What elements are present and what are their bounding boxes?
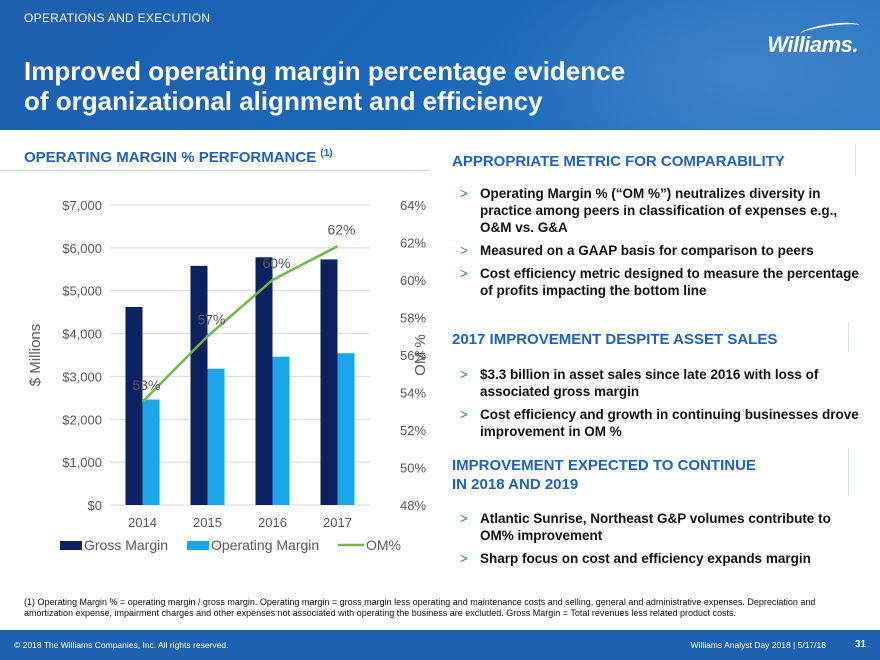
bar-operating-margin: [142, 399, 160, 505]
y-tick-label: $2,000: [62, 412, 102, 427]
bar-operating-margin: [337, 353, 355, 505]
bullet-marker-icon: >: [460, 266, 468, 281]
bar-gross-margin: [190, 265, 208, 505]
bullet-list-comparability: > Operating Margin % (“OM %”) neutralizes…: [460, 185, 860, 305]
list-item: > Cost efficiency metric designed to meas…: [460, 266, 859, 298]
om-data-label: 62%: [327, 221, 355, 237]
chart-heading: OPERATING MARGIN % PERFORMANCE (1): [24, 148, 333, 166]
y2-tick-label: 52%: [400, 423, 426, 438]
footnote: (1) Operating Margin % = operating margi…: [24, 597, 816, 618]
section-heading-continue-line-2: IN 2018 AND 2019: [452, 476, 579, 493]
section-heading-asset-sales: 2017 IMPROVEMENT DESPITE ASSET SALES: [452, 331, 778, 348]
list-item: > $3.3 billion in asset sales since late …: [460, 367, 819, 399]
y-tick-label: $3,000: [62, 369, 102, 384]
y2-tick-label: 58%: [400, 311, 426, 326]
legend-gross-margin: Gross Margin: [84, 537, 168, 553]
bullet-marker-icon: >: [460, 367, 468, 382]
right-panel-divider-3: [848, 448, 849, 496]
page-title-line-2: of organizational alignment and efficien…: [24, 86, 543, 116]
bullet-marker-icon: >: [460, 243, 468, 258]
footer-bar: © 2018 The Williams Companies, Inc. All …: [0, 630, 880, 660]
section-heading-continue: IMPROVEMENT EXPECTED TO CONTINUE IN 2018…: [452, 456, 756, 494]
chart-om-line: [141, 245, 339, 403]
header-banner: OPERATIONS AND EXECUTION Improved operat…: [0, 0, 880, 130]
y2-tick-label: 64%: [400, 198, 426, 213]
om-data-label: 53%: [132, 377, 160, 393]
y-tick-label: $0: [88, 498, 102, 513]
bar-gross-margin: [320, 259, 338, 505]
right-panel-divider-2: [848, 322, 849, 352]
event-text: Williams Analyst Day 2018 | 5/17/18: [690, 640, 826, 650]
legend-operating-margin-swatch: [187, 541, 209, 550]
x-tick-label: 2014: [128, 515, 157, 530]
x-tick-label: 2017: [323, 515, 352, 530]
chart-labels: $0 $1,000 $2,000 $3,000 $4,000 $5,000 $6,000 $7…: [27, 198, 429, 530]
y-tick-label: $1,000: [62, 455, 102, 470]
y-tick-label: $7,000: [62, 198, 102, 213]
list-item: > Cost efficiency and growth in continuin…: [460, 407, 859, 439]
section-heading-comparability: APPROPRIATE METRIC FOR COMPARABILITY: [452, 153, 785, 170]
bullet-marker-icon: >: [460, 186, 468, 201]
williams-logo: Williams.: [767, 32, 858, 57]
y2-tick-label: 48%: [400, 498, 426, 513]
legend-om-percent: OM%: [366, 537, 401, 553]
logo-swoosh-icon: [799, 19, 861, 41]
page-title: Improved operating margin percentage evi…: [24, 56, 744, 116]
x-tick-label: 2016: [258, 515, 287, 530]
bar-operating-margin: [207, 368, 225, 505]
page-title-line-1: Improved operating margin percentage evi…: [24, 56, 626, 86]
copyright-text: © 2018 The Williams Companies, Inc. All …: [14, 640, 229, 650]
section-label: OPERATIONS AND EXECUTION: [24, 11, 211, 25]
bar-operating-margin: [272, 356, 290, 505]
chart-legend: Gross Margin Operating Margin OM%: [60, 537, 401, 553]
section-heading-continue-line-1: IMPROVEMENT EXPECTED TO CONTINUE: [452, 457, 756, 474]
om-data-label: 57%: [197, 311, 225, 327]
y2-tick-label: 60%: [400, 273, 426, 288]
operating-margin-chart: $0 $1,000 $2,000 $3,000 $4,000 $5,000 $6,000 $7…: [27, 198, 429, 553]
right-panel-divider-1: [855, 144, 856, 176]
x-tick-label: 2015: [193, 515, 222, 530]
y2-tick-label: 54%: [400, 386, 426, 401]
chart-bars: [125, 257, 355, 505]
y2-tick-label: 62%: [400, 236, 426, 251]
y-tick-label: $4,000: [62, 327, 102, 342]
chart-heading-footnote-ref: (1): [320, 148, 333, 159]
legend-operating-margin: Operating Margin: [211, 537, 319, 553]
y-tick-label: $6,000: [62, 241, 102, 256]
chart-heading-text: OPERATING MARGIN % PERFORMANCE: [24, 149, 317, 166]
y2-tick-label: 56%: [400, 348, 426, 363]
bar-gross-margin: [255, 257, 273, 505]
list-item: > Sharp focus on cost and efficiency expa…: [460, 551, 811, 566]
y-axis-title: $ Millions: [27, 324, 44, 387]
om-percent-line: [141, 245, 339, 403]
bar-gross-margin: [125, 307, 143, 505]
y2-axis-title: OM %: [412, 334, 429, 376]
y-tick-label: $5,000: [62, 284, 102, 299]
list-item: > Measured on a GAAP basis for comparison…: [460, 243, 814, 258]
page-number: 31: [854, 639, 866, 650]
y2-tick-label: 50%: [400, 461, 426, 476]
list-item: > Operating Margin % (“OM %”) neutralizes…: [460, 186, 838, 235]
bullet-list-asset-sales: > $3.3 billion in asset sales since late …: [460, 366, 860, 446]
chart-heading-rule: [0, 170, 430, 171]
bullet-marker-icon: >: [460, 407, 468, 422]
om-data-label: 60%: [262, 255, 290, 271]
legend-gross-margin-swatch: [60, 541, 82, 550]
bullet-marker-icon: >: [460, 511, 468, 526]
list-item: > Atlantic Sunrise, Northeast G&P volumes…: [460, 511, 831, 543]
bullet-marker-icon: >: [460, 551, 468, 566]
bullet-list-continue: > Atlantic Sunrise, Northeast G&P volumes…: [460, 510, 860, 573]
